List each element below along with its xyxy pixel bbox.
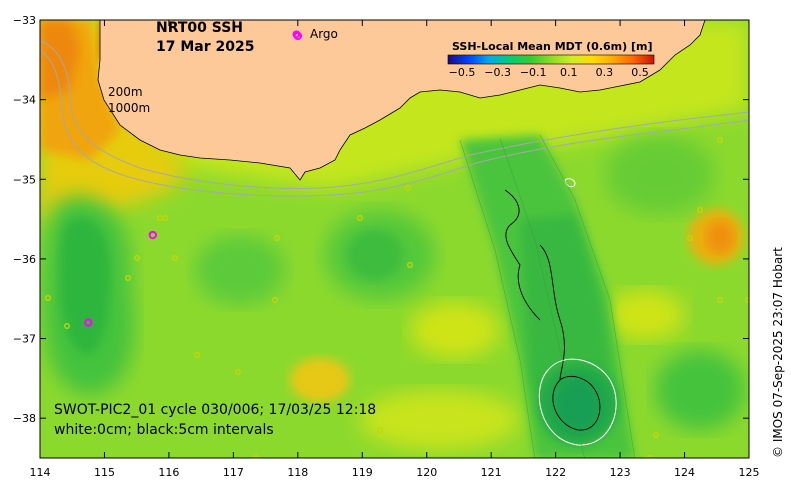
platform-marker — [647, 455, 653, 458]
platform-marker — [194, 352, 200, 358]
colorbar-tick-label: 0.5 — [631, 66, 649, 79]
y-tick-label: −37 — [13, 333, 36, 346]
argo-legend-label: Argo — [310, 27, 338, 41]
x-tick-label: 122 — [545, 466, 566, 479]
platform-marker — [745, 297, 749, 303]
colorbar: SSH-Local Mean MDT (0.6m) [m] −0.5 −0.3 −0… — [447, 40, 655, 79]
swath-edges — [459, 134, 636, 458]
argo-markers — [84, 31, 303, 327]
platform-marker — [253, 455, 259, 458]
x-tick-label: 124 — [674, 466, 695, 479]
x-tick-label: 119 — [352, 466, 373, 479]
platform-marker — [697, 207, 703, 213]
y-tick-label: −35 — [13, 173, 36, 186]
platform-marker — [407, 262, 413, 268]
swot-info-line-2: white:0cm; black:5cm intervals — [54, 422, 274, 438]
platform-marker — [717, 137, 723, 143]
x-tick-label: 117 — [223, 466, 244, 479]
platform-marker — [377, 427, 383, 433]
y-tick-label: −38 — [13, 412, 36, 425]
argo-legend-marker: o — [292, 27, 301, 42]
x-tick-label: 116 — [158, 466, 179, 479]
y-tick-label: −34 — [13, 94, 36, 107]
platform-marker — [134, 255, 140, 261]
y-tick-label: −33 — [13, 14, 36, 27]
platform-marker — [235, 369, 241, 375]
x-tick-label: 118 — [287, 466, 308, 479]
x-tick-label: 121 — [481, 466, 502, 479]
colorbar-tick-label: −0.1 — [520, 66, 547, 79]
platform-marker — [653, 432, 659, 438]
map-plot-area — [40, 20, 749, 458]
colorbar-tick-label: −0.3 — [484, 66, 511, 79]
title-line-1: NRT00 SSH — [156, 20, 243, 36]
argo-float-marker — [293, 31, 303, 41]
isobaths — [40, 39, 749, 197]
colorbar-tick-label: −0.5 — [449, 66, 476, 79]
platform-marker — [405, 185, 411, 191]
platform-marker — [687, 235, 693, 241]
colorbar-tick-label: 0.3 — [596, 66, 614, 79]
argo-float-marker — [148, 230, 157, 240]
platform-marker — [64, 323, 70, 329]
colorbar-bar — [447, 54, 655, 65]
isobath-1000m-label: 1000m — [108, 101, 150, 115]
argo-float-marker — [84, 318, 93, 327]
platform-marker — [45, 295, 51, 301]
colorbar-tick-label: 0.1 — [560, 66, 578, 79]
colorbar-title: SSH-Local Mean MDT (0.6m) [m] — [452, 40, 652, 53]
swot-info-line-1: SWOT-PIC2_01 cycle 030/006; 17/03/25 12:… — [54, 402, 376, 418]
colorbar-ticks: −0.5 −0.3 −0.1 0.1 0.3 0.5 — [449, 66, 649, 79]
title-line-2: 17 Mar 2025 — [156, 39, 254, 55]
platform-marker — [125, 275, 131, 281]
imos-credit: © IMOS 07-Sep-2025 23:07 Hobart — [771, 247, 785, 458]
platform-marker — [162, 215, 168, 221]
x-tick-label: 115 — [94, 466, 115, 479]
y-axis-ticks: −33 −34 −35 −36 −37 −38 — [13, 14, 749, 425]
platform-marker — [357, 215, 363, 221]
contour-lines — [504, 178, 617, 446]
platform-marker — [717, 297, 723, 303]
x-tick-label: 114 — [30, 466, 51, 479]
platform-marker — [172, 255, 178, 261]
x-tick-label: 120 — [416, 466, 437, 479]
platform-marker — [274, 235, 280, 241]
x-axis-ticks: 114 115 116 117 118 119 120 121 122 123 124 125 — [30, 20, 760, 479]
other-platform-markers — [45, 137, 749, 458]
platform-marker — [272, 297, 278, 303]
x-tick-label: 125 — [739, 466, 760, 479]
isobath-1000m — [40, 49, 749, 197]
y-tick-label: −36 — [13, 253, 36, 266]
isobath-200m — [40, 39, 749, 189]
plot-frame — [39, 19, 750, 459]
isobath-200m-label: 200m — [108, 85, 143, 99]
x-tick-label: 123 — [610, 466, 631, 479]
